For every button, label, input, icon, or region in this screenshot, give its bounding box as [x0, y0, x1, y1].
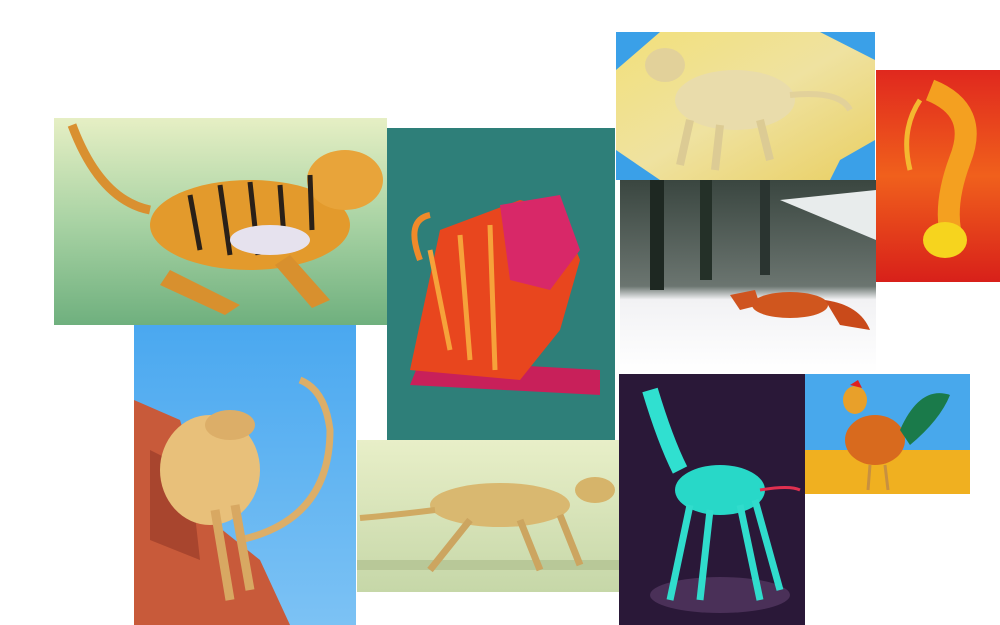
running-cheetah-painting — [357, 440, 619, 592]
cheetah-painting — [616, 32, 875, 180]
teal-tiger-painting — [387, 128, 615, 440]
fox-painting — [620, 180, 876, 373]
rooster-painting — [805, 374, 970, 494]
lizard-painting — [876, 70, 1000, 282]
tiger-painting — [54, 118, 387, 325]
frilled-lizard-painting — [134, 325, 356, 625]
giraffe-painting — [619, 374, 805, 625]
